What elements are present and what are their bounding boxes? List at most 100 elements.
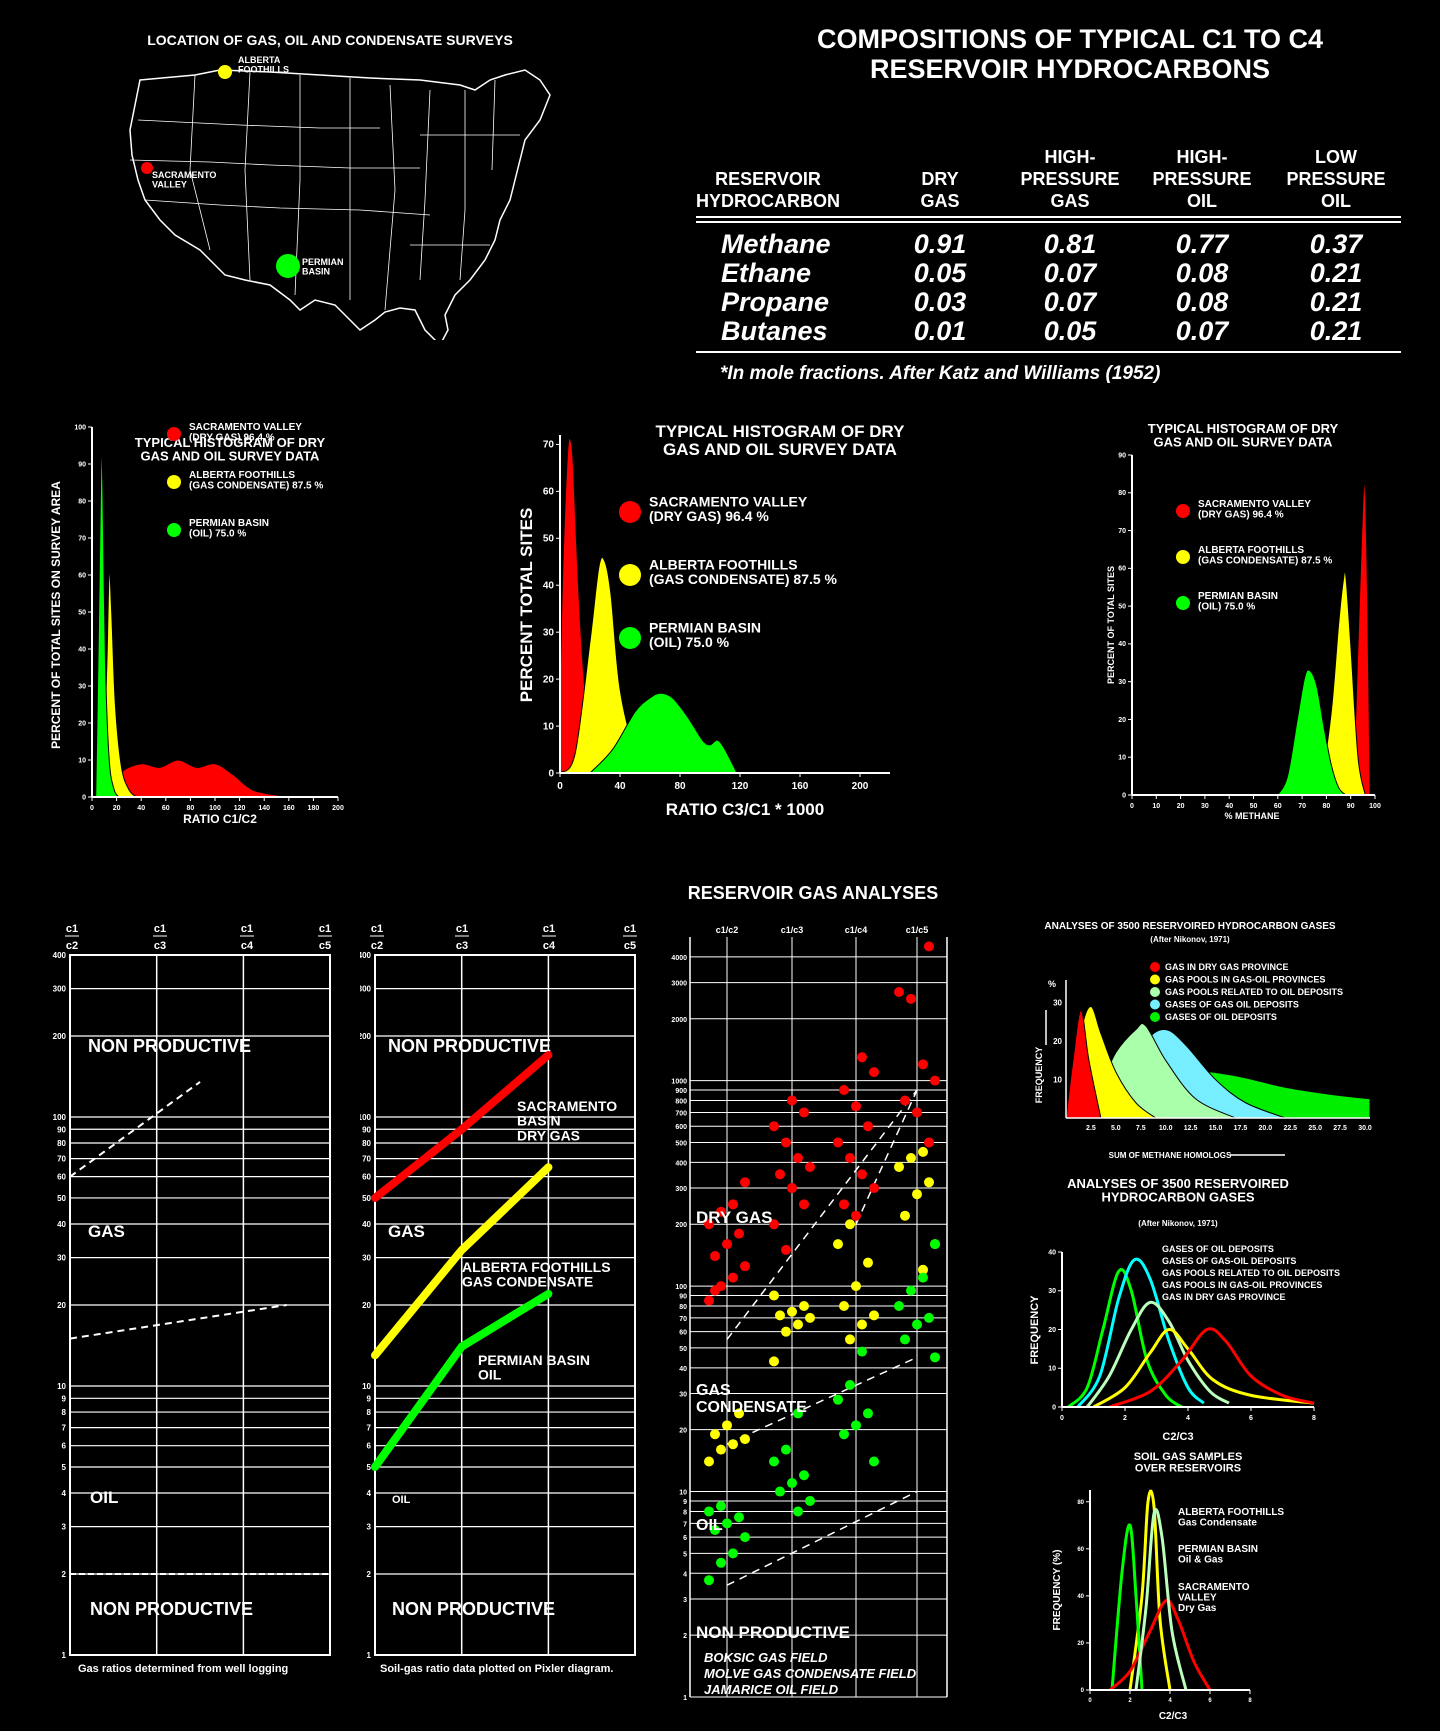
data-point: [722, 1239, 732, 1250]
x-axis-label: % METHANE: [1224, 811, 1279, 821]
table-header: RESERVOIR HYDROCARBON DRY GAS HIGH- PRESSURE G…: [696, 134, 1401, 212]
data-point: [845, 1380, 855, 1391]
y-tick-label: 1: [367, 1651, 372, 1660]
data-point: [793, 1319, 803, 1330]
x-tick-label: 40: [137, 805, 145, 812]
soil-gas-c2-c3: SOIL GAS SAMPLES OVER RESERVOIRS020406080…: [1052, 1451, 1284, 1722]
data-point: [704, 1575, 714, 1586]
histogram-c1-c2: TYPICAL HISTOGRAM OF DRY GAS AND OIL SURV…: [49, 422, 344, 826]
data-point: [857, 1346, 867, 1357]
zone-label: NON PRODUCTIVE: [392, 1599, 555, 1619]
column-header-numerator: c1: [543, 923, 555, 935]
data-point: [775, 1486, 785, 1497]
y-tick-label: 100: [53, 1113, 67, 1122]
data-point: [869, 1183, 879, 1194]
x-tick-label: 6: [1249, 1415, 1253, 1422]
data-point: [722, 1420, 732, 1431]
x-tick-label: 10: [1152, 803, 1160, 810]
table-cell: 0.01: [913, 316, 967, 346]
y-tick-label: 700: [675, 1110, 687, 1117]
zone-label: DRY GAS: [696, 1208, 773, 1227]
legend-label: SACRAMENTO VALLEY (DRY GAS) 96.4 %: [189, 422, 302, 444]
zone-label: OIL: [392, 1494, 411, 1506]
table-cell: 0.07: [1043, 287, 1097, 317]
y-tick-label: 30: [543, 628, 555, 639]
data-point: [863, 1257, 873, 1268]
y-tick-label: 20: [1053, 1037, 1062, 1046]
data-point: [704, 1295, 714, 1306]
data-point: [839, 1300, 849, 1311]
x-tick-label: 2: [1128, 1698, 1132, 1704]
legend-marker: [167, 475, 181, 489]
site-label: PERMIAN BASIN: [302, 257, 344, 276]
y-tick-label: 30: [78, 683, 86, 690]
table-cell: 0.05: [913, 258, 967, 288]
data-point: [839, 1199, 849, 1210]
y-tick-label: 4: [367, 1489, 372, 1498]
y-tick-label: 9: [683, 1499, 687, 1506]
y-tick-label: 20: [78, 720, 86, 727]
chart-subtitle: (After Nikonov, 1971): [1138, 1219, 1218, 1228]
y-tick-label: 50: [78, 609, 86, 616]
table-cell: 0.08: [1175, 258, 1229, 288]
site-marker: [276, 254, 300, 278]
x-tick-label: 2: [1123, 1415, 1127, 1422]
y-tick-label: 200: [53, 1032, 67, 1041]
column-header-numerator: c1: [624, 923, 636, 935]
y-tick-label: 80: [78, 498, 86, 505]
column-header-numerator: c1: [66, 923, 78, 935]
table-cell: 0.77: [1175, 229, 1229, 259]
table-cell: 0.91: [913, 229, 967, 259]
data-point: [924, 1137, 934, 1148]
x-tick-label: 27.5: [1333, 1125, 1347, 1132]
legend-label: JAMARICE OIL FIELD: [704, 1682, 839, 1697]
x-tick-label: 0: [1060, 1415, 1064, 1422]
x-axis-label: C2/C3: [1162, 1431, 1193, 1443]
column-header: c1/c3: [781, 925, 804, 935]
column-header-denominator: c2: [371, 940, 383, 952]
data-point: [740, 1261, 750, 1272]
data-point: [781, 1244, 791, 1255]
boundary-line: [855, 1089, 918, 1225]
data-point: [805, 1312, 815, 1323]
table-row-label: Ethane: [721, 258, 812, 288]
data-point: [863, 1121, 873, 1132]
x-tick-label: 8: [1248, 1698, 1252, 1704]
x-tick-label: 120: [234, 805, 246, 812]
data-point: [839, 1085, 849, 1096]
y-tick-label: 40: [57, 1220, 66, 1229]
y-axis-label: FREQUENCY: [1029, 1295, 1041, 1365]
y-tick-label: 7: [367, 1424, 372, 1433]
y-tick-label: 8: [62, 1408, 67, 1417]
data-point: [894, 986, 904, 997]
legend-label: GAS IN DRY GAS PROVINCE: [1165, 962, 1289, 972]
x-tick-label: 20: [1177, 803, 1185, 810]
data-point: [799, 1107, 809, 1118]
pixler-diagram-well-logging: c1 c2 c1 c3 c1 c4 c1 c5 1 2 3 4 5 6 7 8 9 10 20 30 40 50 60 70 8…: [53, 923, 332, 1675]
table-title: COMPOSITIONS OF TYPICAL C1 TO C4 RESERVO…: [700, 24, 1440, 84]
data-point: [924, 1312, 934, 1323]
chart-title: TYPICAL HISTOGRAM OF DRY GAS AND OIL SURV…: [1148, 421, 1339, 450]
legend-label: GASES OF GAS OIL DEPOSITS: [1165, 1000, 1299, 1010]
y-tick-label: 50: [1118, 603, 1126, 610]
column-header-denominator: c5: [319, 940, 331, 952]
state-lines: [129, 71, 520, 311]
legend-label: GAS POOLS RELATED TO OIL DEPOSITS: [1165, 987, 1343, 997]
y-tick-label: 400: [53, 951, 67, 960]
column-header-numerator: c1: [319, 923, 331, 935]
y-tick-label: 2000: [671, 1017, 687, 1024]
x-tick-label: 40: [1225, 803, 1233, 810]
data-point: [930, 1352, 940, 1363]
data-point: [894, 1161, 904, 1172]
table-row-label: Butanes: [721, 316, 828, 346]
data-point: [918, 1272, 928, 1283]
y-tick-label: 10: [679, 1490, 687, 1497]
data-point: [799, 1470, 809, 1481]
y-tick-label: 4000: [671, 955, 687, 962]
y-tick-label: 90: [1118, 452, 1126, 459]
data-point: [900, 1210, 910, 1221]
y-tick-label: 0: [548, 768, 554, 779]
y-tick-label: 20: [57, 1301, 66, 1310]
x-tick-label: 90: [1347, 803, 1355, 810]
column-header-numerator: c1: [241, 923, 253, 935]
